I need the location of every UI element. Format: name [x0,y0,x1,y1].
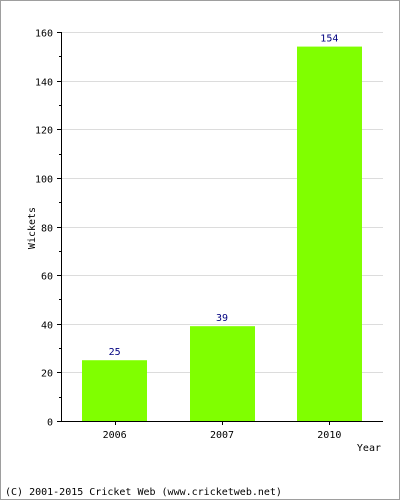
y-tick-label: 40 [41,321,53,332]
x-tick-label: 2006 [103,430,127,441]
bars [82,46,362,422]
bar-value-label: 154 [320,34,338,45]
y-tick-label: 0 [47,418,53,429]
bar [297,46,362,422]
bar-value-label: 25 [109,347,121,358]
y-tick-label: 120 [35,126,53,137]
y-tick-label: 60 [41,272,53,283]
axes [57,32,383,425]
x-tick-label: 2010 [317,430,341,441]
labels: 0 20 40 60 80 100 120 140 160 25 2006 39 2007 154 2010 [35,29,341,442]
x-tick-label: 2007 [210,430,234,441]
y-tick-label: 140 [35,78,53,89]
bar [82,360,147,421]
x-axis-title: Year [357,443,381,454]
y-tick-label: 20 [41,369,53,380]
bar-value-label: 39 [216,313,228,324]
y-axis-title: Wickets [27,207,38,249]
y-tick-label: 160 [35,29,53,40]
bar [190,326,255,421]
y-tick-label: 100 [35,175,53,186]
copyright-footer: (C) 2001-2015 Cricket Web (www.cricketwe… [5,487,282,498]
grid-lines [61,32,383,373]
y-tick-label: 80 [41,224,53,235]
